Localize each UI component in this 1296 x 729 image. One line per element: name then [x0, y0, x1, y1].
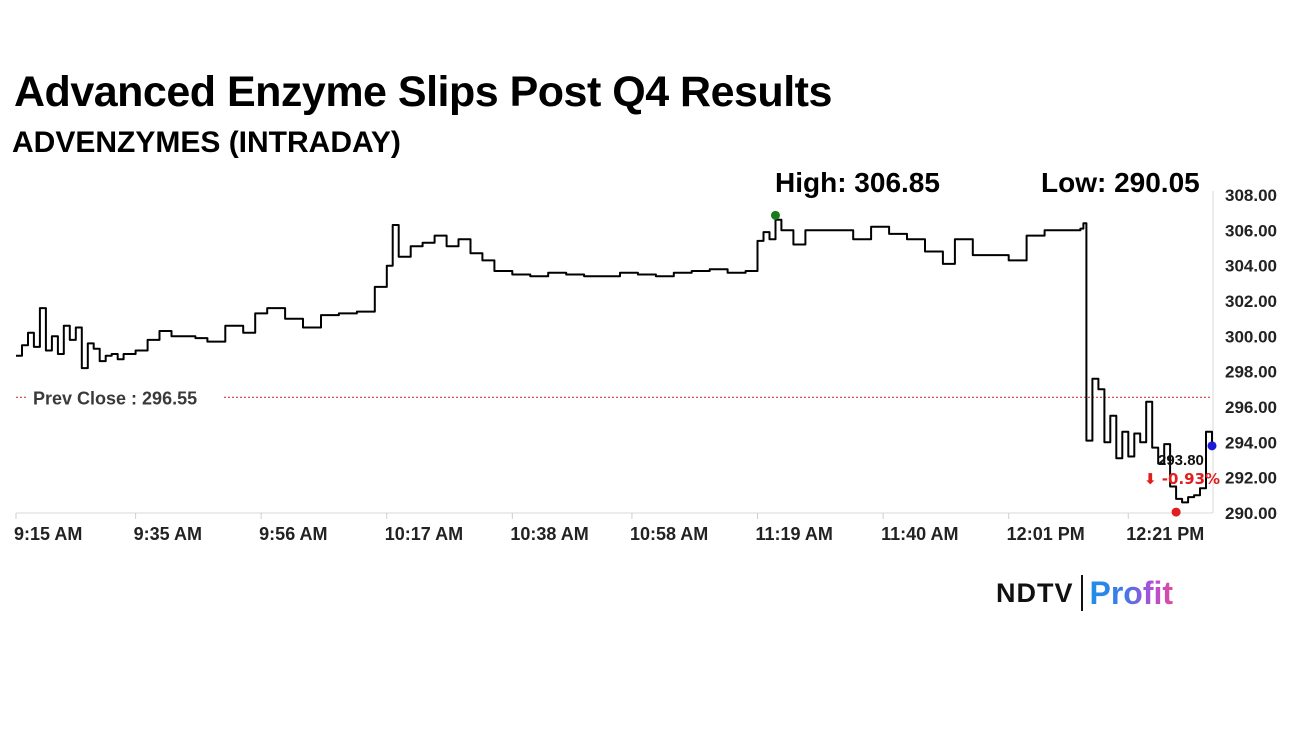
y-tick-label: 294.00 — [1225, 433, 1277, 452]
x-tick-label: 12:01 PM — [1007, 524, 1085, 544]
y-tick-label: 300.00 — [1225, 327, 1277, 346]
low-label: Low: 290.05 — [1041, 167, 1200, 198]
y-tick-label: 306.00 — [1225, 221, 1277, 240]
y-tick-label: 304.00 — [1225, 257, 1277, 276]
y-tick-label: 302.00 — [1225, 292, 1277, 311]
prev-close-reference: Prev Close : 296.55 — [16, 385, 1212, 410]
high-point-marker — [770, 210, 780, 220]
high-label: High: 306.85 — [775, 167, 940, 198]
x-tick-label: 11:40 AM — [881, 524, 958, 544]
markers: 293.80⬇ -0.93% — [770, 210, 1220, 517]
y-tick-label: 298.00 — [1225, 363, 1277, 382]
x-tick-label: 10:38 AM — [510, 524, 588, 544]
y-tick-label: 290.00 — [1225, 504, 1277, 523]
low-point-marker — [1171, 507, 1181, 517]
prev-close-label: Prev Close : 296.55 — [33, 388, 197, 408]
logo-profit-text: Profit — [1089, 574, 1174, 611]
last-price-marker — [1207, 441, 1217, 451]
y-axis: 308.00 306.00 304.00 302.00 300.00 298.00 296.… — [1212, 186, 1277, 523]
last-price-label: 293.80 — [1158, 452, 1204, 469]
x-tick-label: 12:21 PM — [1126, 524, 1204, 544]
chart-subtitle: ADVENZYMES (INTRADAY) — [12, 126, 401, 159]
x-axis: 9:15 AM 9:35 AM 9:56 AM 10:17 AM 10:38 AM 10:… — [14, 512, 1213, 544]
x-tick-label: 10:58 AM — [630, 524, 708, 544]
logo-ndtv-text: NDTV — [996, 577, 1074, 608]
last-change-label: ⬇ -0.93% — [1144, 470, 1220, 488]
chart-title: Advanced Enzyme Slips Post Q4 Results — [14, 68, 832, 116]
y-tick-label: 308.00 — [1225, 186, 1277, 205]
price-line — [16, 218, 1213, 504]
price-series — [16, 218, 1213, 504]
x-tick-label: 11:19 AM — [756, 524, 833, 544]
x-tick-label: 9:56 AM — [259, 524, 327, 544]
x-tick-label: 10:17 AM — [385, 524, 463, 544]
y-tick-label: 292.00 — [1225, 469, 1277, 488]
ndtv-profit-logo: NDTV Profit — [996, 572, 1173, 614]
y-tick-label: 296.00 — [1225, 398, 1277, 417]
x-tick-label: 9:35 AM — [134, 524, 202, 544]
x-tick-label: 9:15 AM — [14, 524, 82, 544]
logo-divider — [1080, 575, 1083, 611]
prev-close-label-bg — [26, 385, 222, 410]
